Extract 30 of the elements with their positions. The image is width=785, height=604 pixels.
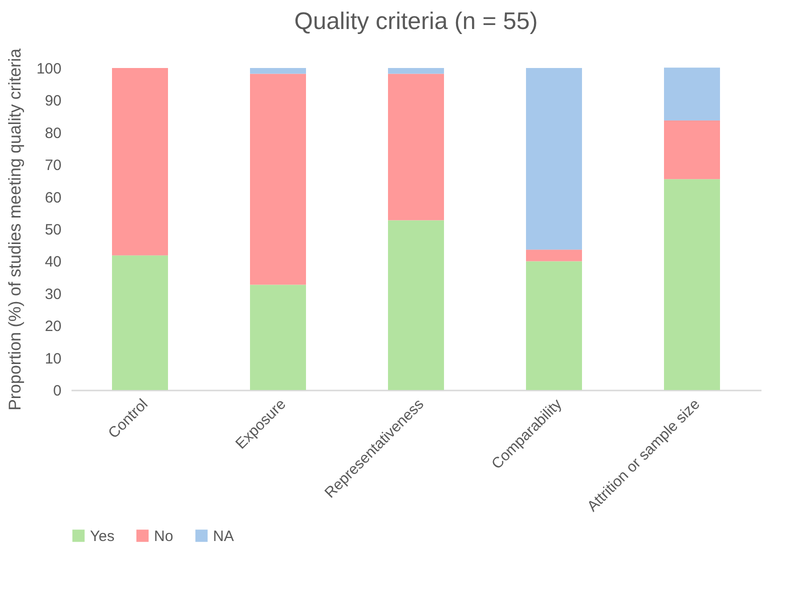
bar (526, 250, 582, 262)
bar (664, 68, 720, 120)
bar (112, 68, 168, 256)
bar (664, 120, 720, 180)
bar (250, 284, 306, 390)
y-tick-label: 10 (44, 350, 62, 368)
y-tick-label: 20 (44, 318, 62, 336)
bar (250, 74, 306, 285)
bar (526, 261, 582, 390)
y-tick-label: 90 (44, 92, 62, 110)
legend-label: Yes (90, 528, 114, 545)
y-axis-title: Proportion (%) of studies meeting quality criteria (5, 48, 24, 410)
legend-label: No (154, 528, 174, 545)
y-tick-label: 80 (44, 124, 62, 142)
chart-title: Quality criteria (n = 55) (294, 8, 538, 36)
bar (388, 220, 444, 390)
bar (664, 179, 720, 390)
legend-label: NA (213, 528, 234, 545)
bar (388, 74, 444, 220)
bar (250, 68, 306, 74)
bar (388, 68, 444, 74)
y-tick-label: 0 (53, 382, 62, 400)
y-tick-label: 30 (44, 286, 62, 303)
bar (526, 68, 582, 250)
y-tick-label: 60 (44, 189, 62, 206)
y-tick-label: 50 (44, 222, 62, 238)
y-tick-label: 70 (44, 157, 62, 174)
y-tick-label: 40 (44, 254, 62, 271)
bar (112, 255, 168, 390)
y-tick-label: 100 (36, 60, 62, 78)
